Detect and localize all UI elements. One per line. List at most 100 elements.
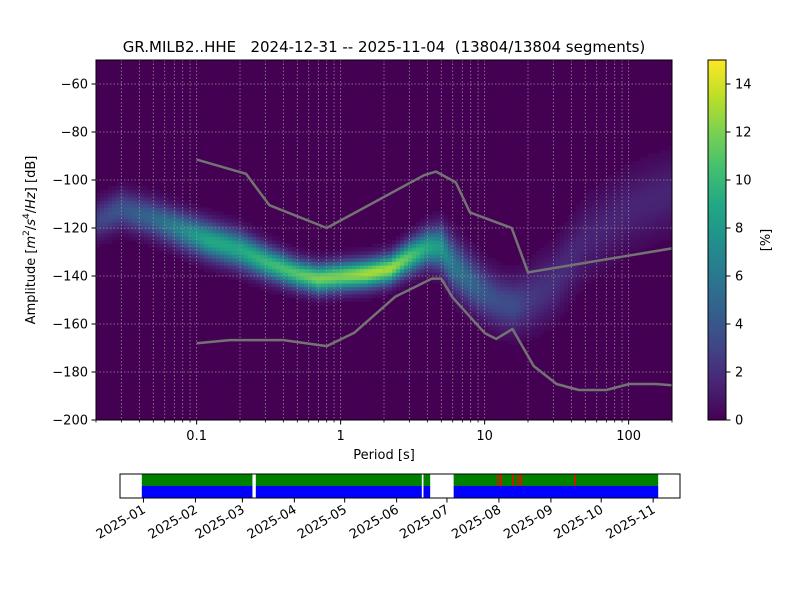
heatmap-cell — [640, 164, 645, 169]
heatmap-cell — [636, 247, 641, 252]
heatmap-cell — [516, 322, 521, 327]
heatmap-cell — [660, 150, 665, 154]
heatmap-cell — [352, 272, 357, 277]
heatmap-cell — [228, 243, 233, 248]
heatmap-cell — [176, 211, 181, 216]
heatmap-cell — [488, 261, 493, 266]
heatmap-cell — [224, 250, 229, 255]
heatmap-cell — [240, 222, 245, 226]
heatmap-cell — [140, 229, 145, 234]
heatmap-cell — [276, 290, 281, 295]
heatmap-cell — [376, 268, 381, 273]
heatmap-cell — [448, 229, 453, 234]
heatmap-cell — [648, 153, 653, 158]
heatmap-cell — [308, 265, 313, 270]
heatmap-cell — [636, 182, 641, 187]
heatmap-cell — [592, 232, 597, 237]
heatmap-cell — [288, 290, 293, 295]
heatmap-cell — [244, 225, 249, 230]
heatmap-cell — [256, 250, 261, 255]
heatmap-cell — [264, 279, 269, 284]
heatmap-cell — [532, 276, 537, 280]
heatmap-cell — [440, 258, 445, 262]
y-tick-label: −120 — [52, 222, 88, 237]
heatmap-cell — [372, 268, 377, 273]
heatmap-cell — [348, 286, 353, 291]
x-tick-label: 10 — [476, 429, 493, 444]
heatmap-cell — [540, 261, 545, 266]
heatmap-cell — [216, 250, 221, 255]
heatmap-cell — [408, 243, 413, 248]
heatmap-cell — [380, 272, 385, 277]
heatmap-cell — [620, 193, 625, 198]
heatmap-cell — [232, 268, 237, 273]
heatmap-cell — [544, 254, 549, 259]
heatmap-cell — [620, 196, 625, 201]
heatmap-cell — [468, 294, 473, 298]
heatmap-cell — [468, 290, 473, 295]
heatmap-cell — [220, 268, 225, 273]
heatmap-cell — [220, 254, 225, 259]
heatmap-cell — [612, 193, 617, 198]
heatmap-cell — [436, 268, 441, 273]
heatmap-cell — [268, 258, 273, 262]
heatmap-cell — [652, 225, 657, 230]
heatmap-cell — [416, 268, 421, 273]
heatmap-cell — [456, 225, 461, 230]
heatmap-cell — [304, 258, 309, 262]
heatmap-cell — [108, 196, 113, 201]
heatmap-cell — [508, 286, 513, 291]
heatmap-cell — [100, 232, 105, 237]
heatmap-cell — [184, 254, 189, 259]
heatmap-cell — [180, 225, 185, 230]
heatmap-cell — [324, 301, 329, 306]
heatmap-cell — [484, 326, 489, 331]
heatmap-cell — [492, 315, 497, 320]
heatmap-cell — [116, 196, 121, 201]
heatmap-cell — [656, 175, 661, 180]
y-axis-label: Amplitude [m2/s4/Hz] [dB] — [22, 156, 39, 325]
heatmap-cell — [432, 265, 437, 270]
heatmap-cell — [456, 236, 461, 241]
heatmap-cell — [472, 254, 477, 259]
heatmap-cell — [640, 243, 645, 248]
heatmap-cell — [524, 326, 529, 331]
heatmap-cell — [656, 225, 661, 230]
heatmap-cell — [500, 268, 505, 273]
heatmap-cell — [608, 247, 613, 252]
heatmap-cell — [496, 337, 501, 342]
heatmap-cell — [604, 178, 609, 183]
heatmap-cell — [584, 196, 589, 201]
heatmap-cell — [668, 168, 673, 172]
heatmap-cell — [592, 265, 597, 270]
heatmap-cell — [96, 225, 101, 230]
heatmap-cell — [176, 225, 181, 230]
heatmap-cell — [648, 214, 653, 219]
heatmap-cell — [116, 232, 121, 237]
heatmap-cell — [292, 254, 297, 259]
heatmap-cell — [124, 204, 129, 208]
heatmap-cell — [652, 214, 657, 219]
heatmap-cell — [512, 272, 517, 277]
heatmap-cell — [568, 214, 573, 219]
heatmap-cell — [212, 258, 217, 262]
heatmap-cell — [392, 279, 397, 284]
heatmap-cell — [156, 196, 161, 201]
heatmap-cell — [324, 258, 329, 262]
heatmap-cell — [584, 193, 589, 198]
heatmap-cell — [580, 254, 585, 259]
nhnm-curve — [196, 158, 673, 274]
heatmap-cell — [380, 279, 385, 284]
heatmap-cell — [636, 178, 641, 183]
heatmap-cell — [468, 272, 473, 277]
heatmap-cell — [180, 250, 185, 255]
heatmap-cell — [136, 200, 141, 205]
heatmap-cell — [500, 322, 505, 327]
heatmap-cell — [196, 261, 201, 266]
heatmap-cell — [412, 279, 417, 284]
heatmap-cell — [100, 211, 105, 216]
heatmap-cell — [596, 268, 601, 273]
heatmap-cell — [560, 304, 565, 309]
heatmap-cell — [648, 211, 653, 216]
heatmap-cell — [512, 265, 517, 270]
